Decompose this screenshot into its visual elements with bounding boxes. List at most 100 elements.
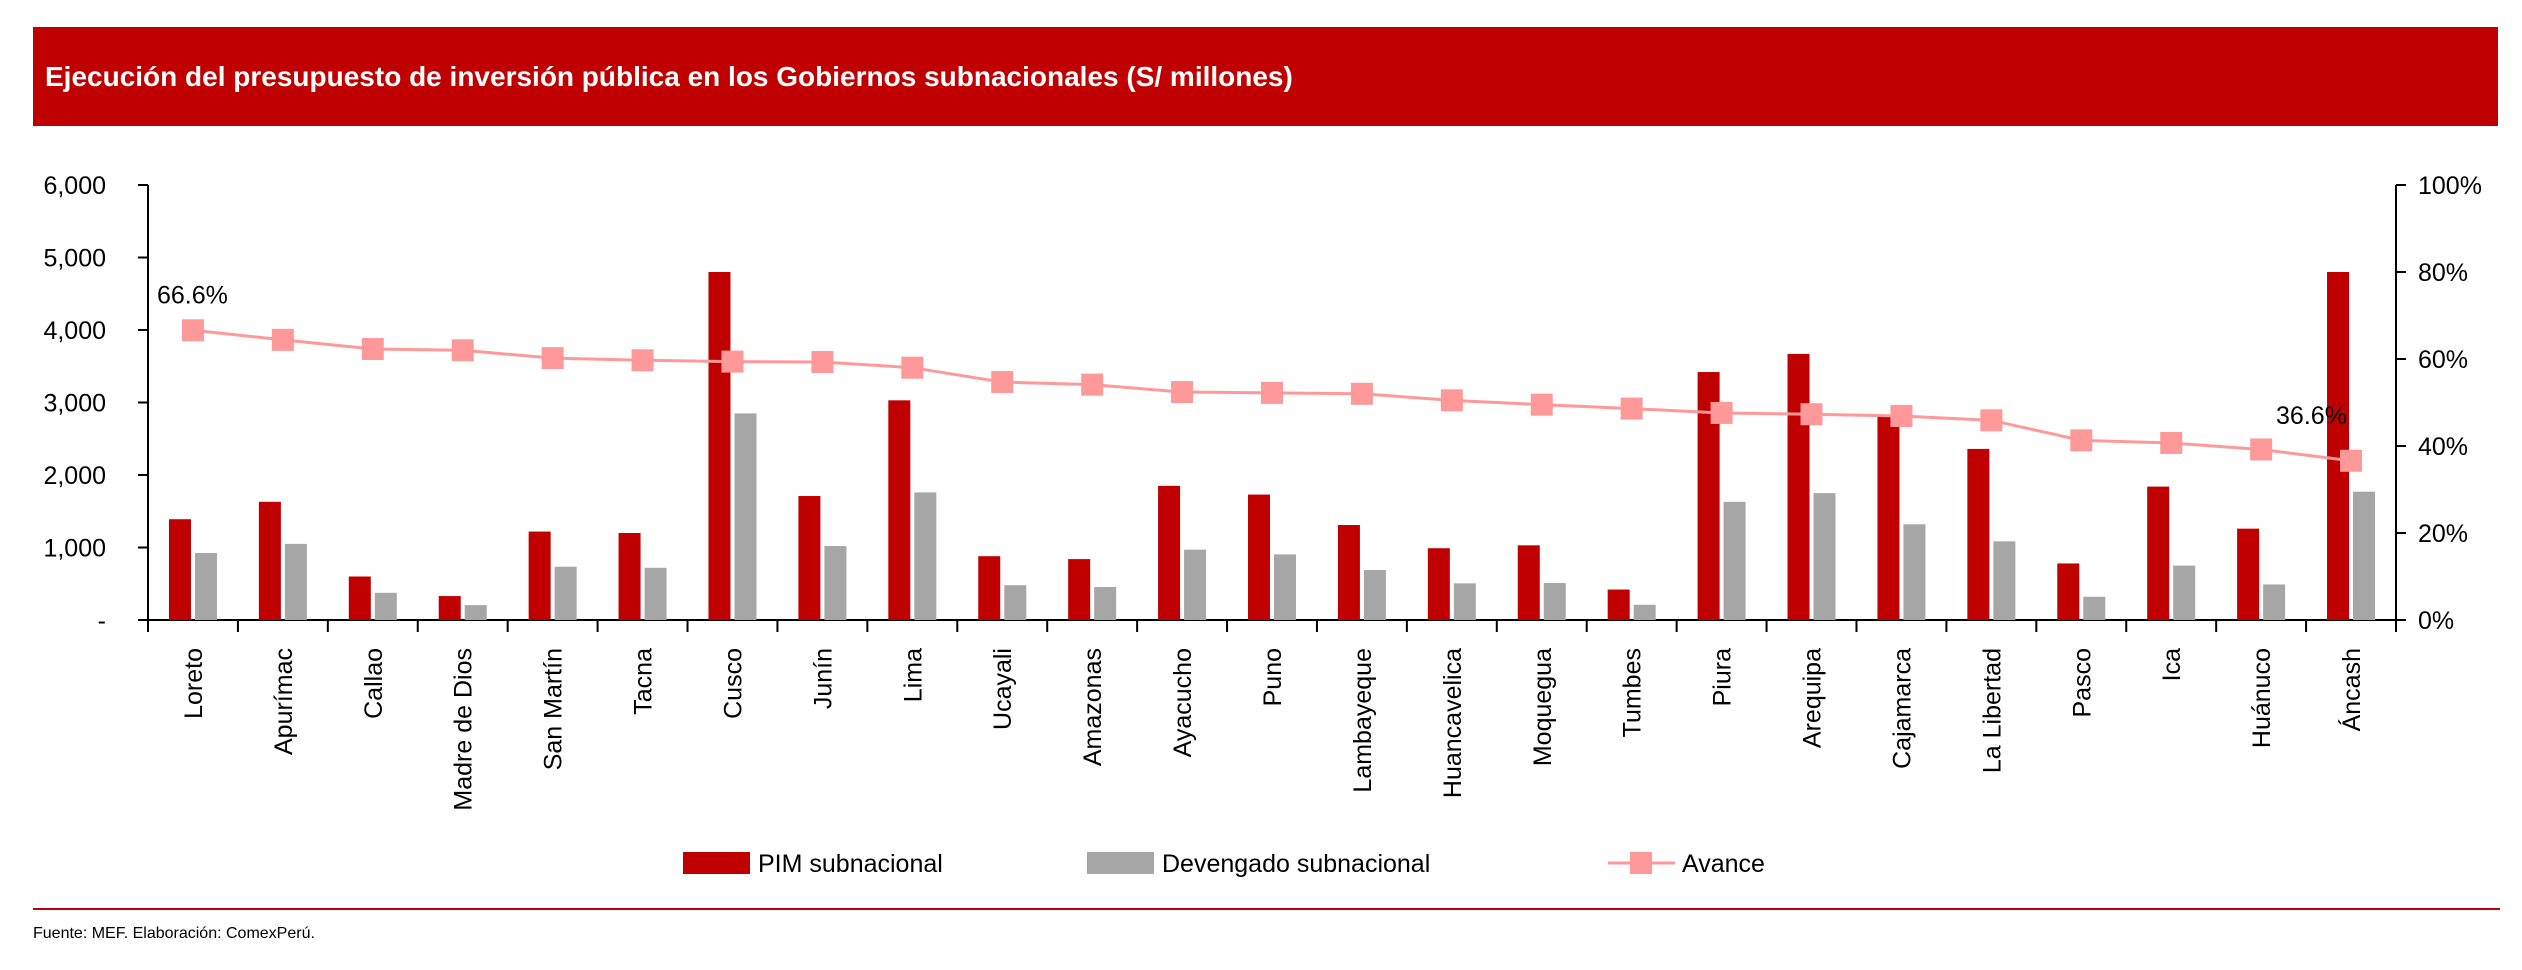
pim-bar	[438, 596, 461, 620]
avance-marker	[181, 319, 204, 342]
legend-swatch-pim	[683, 852, 750, 874]
avance-annotation: 36.6%	[2276, 402, 2347, 430]
left-tick-label: 4,000	[43, 317, 106, 345]
pim-bar	[1427, 548, 1450, 620]
category-label: Cusco	[719, 648, 747, 719]
legend-label-pim: PIM subnacional	[758, 850, 943, 878]
devengado-bar	[1363, 569, 1386, 620]
right-tick-label: 80%	[2418, 259, 2468, 287]
category-label: Apurímac	[270, 648, 298, 755]
avance-marker	[361, 337, 384, 360]
pim-bar	[528, 531, 551, 620]
header-banner: Ejecución del presupuesto de inversión p…	[33, 27, 2498, 126]
pim-bar	[1697, 372, 1720, 620]
devengado-bar	[284, 543, 307, 620]
pim-bar	[2147, 486, 2170, 620]
pim-bar	[798, 496, 821, 620]
devengado-bar	[554, 566, 577, 620]
devengado-bar	[914, 492, 937, 620]
avance-annotation: 66.6%	[157, 281, 228, 309]
category-label: Puno	[1259, 648, 1287, 706]
left-tick-label: -	[98, 607, 106, 635]
category-label: Madre de Dios	[450, 648, 478, 811]
avance-marker	[1620, 397, 1643, 420]
category-label: Arequipa	[1799, 648, 1827, 748]
devengado-bar	[1723, 501, 1746, 620]
pim-bar	[1607, 589, 1630, 620]
pim-bar	[168, 519, 191, 620]
pim-bar	[1158, 485, 1181, 620]
devengado-bar	[1993, 541, 2016, 620]
left-tick-label: 2,000	[43, 462, 106, 490]
right-tick-label: 40%	[2418, 433, 2468, 461]
right-tick-label: 20%	[2418, 520, 2468, 548]
pim-bar	[1248, 494, 1270, 620]
avance-line-series	[181, 319, 2363, 472]
pim-bar	[1068, 559, 1091, 620]
category-label: Piura	[1709, 648, 1737, 706]
footer-rule	[33, 908, 2500, 910]
right-tick-label: 0%	[2418, 607, 2454, 635]
avance-marker	[451, 339, 474, 362]
devengado-bar	[2353, 491, 2376, 620]
pim-bar	[258, 501, 281, 620]
chart-labels: Loreto Apurímac Callao Madre de Dios San Mar…	[157, 281, 2366, 810]
legend-label-avance: Avance	[1682, 850, 1765, 878]
avance-marker	[1440, 389, 1463, 412]
category-label: Ayacucho	[1169, 648, 1197, 757]
category-label: Cajamarca	[1888, 648, 1916, 769]
category-label: Lima	[899, 648, 927, 702]
category-label: Tacna	[630, 648, 658, 715]
devengado-bar	[2263, 584, 2286, 620]
chart-axes: 6,000 5,000 4,000 3,000 2,000 1,000 - 100% 80% 60…	[43, 172, 2482, 635]
devengado-bar	[1274, 554, 1296, 620]
left-tick-label: 1,000	[43, 535, 106, 563]
chart-legend: PIM subnacional Devengado subnacional Avan…	[683, 850, 1765, 878]
devengado-bar	[2083, 596, 2106, 620]
source-note: Fuente: MEF. Elaboración: ComexPerú.	[33, 925, 315, 942]
category-label: Callao	[360, 648, 388, 719]
pim-bar	[1337, 525, 1360, 620]
category-label: Áncash	[2337, 648, 2366, 731]
category-label: San Martín	[540, 648, 568, 770]
chart-bars	[168, 272, 2376, 620]
pim-bar	[1877, 416, 1900, 620]
devengado-bar	[194, 552, 217, 620]
pim-bar	[2057, 563, 2080, 620]
category-label: Moquegua	[1529, 648, 1557, 766]
avance-marker	[1890, 404, 1913, 427]
pim-bar	[618, 533, 641, 620]
category-label: Ucayali	[989, 648, 1017, 730]
left-tick-label: 6,000	[43, 172, 106, 200]
pim-bar	[2327, 272, 2350, 620]
devengado-bar	[1543, 583, 1566, 620]
devengado-bar	[1094, 587, 1117, 620]
pim-bar	[1967, 448, 1990, 620]
avance-marker	[541, 347, 564, 370]
avance-marker	[2070, 429, 2093, 452]
devengado-bar	[1004, 585, 1027, 620]
avance-marker	[1530, 393, 1553, 416]
devengado-bar	[824, 546, 847, 620]
category-label: Tumbes	[1619, 648, 1647, 737]
avance-marker	[271, 328, 294, 351]
devengado-bar	[734, 413, 757, 620]
pim-bar	[1787, 353, 1810, 620]
avance-marker	[1710, 401, 1733, 424]
pim-bar	[708, 272, 731, 620]
category-label: La Libertad	[1978, 648, 2006, 773]
devengado-bar	[1903, 524, 1926, 620]
category-label: Loreto	[180, 648, 208, 719]
devengado-bar	[464, 605, 487, 620]
avance-marker	[901, 356, 924, 379]
devengado-bar	[644, 567, 667, 620]
avance-marker	[811, 351, 834, 374]
avance-marker	[1350, 382, 1373, 405]
pim-bar	[978, 556, 1001, 620]
devengado-bar	[1813, 493, 1836, 620]
category-label: Huancavelica	[1439, 648, 1467, 798]
avance-marker	[721, 350, 744, 373]
legend-swatch-avance-marker	[1630, 852, 1652, 874]
pim-bar	[2237, 528, 2260, 620]
